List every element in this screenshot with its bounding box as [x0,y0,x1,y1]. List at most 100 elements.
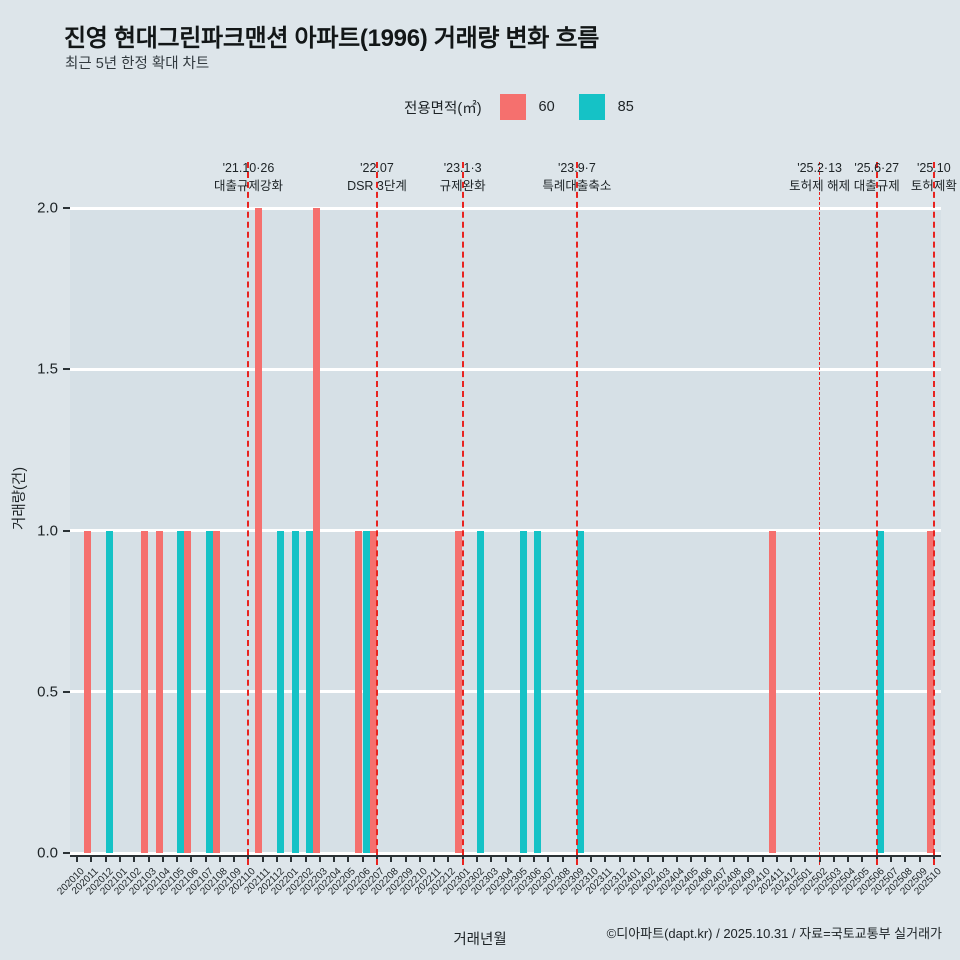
chart-legend: 전용면적(㎡) 60 85 [404,94,658,120]
x-tick-mark [304,855,307,862]
chart-footer: ©디아파트(dapt.kr) / 2025.10.31 / 자료=국토교통부 실… [606,926,942,941]
bar[interactable] [477,530,485,853]
x-tick-mark [861,855,864,862]
gridline [70,529,941,532]
x-tick-mark [104,855,107,862]
x-tick-mark [790,855,793,862]
x-tick-mark [832,855,835,862]
bar[interactable] [255,208,263,853]
x-tick-mark [704,855,707,862]
event-line [575,162,578,865]
x-tick-mark [647,855,650,862]
x-tick-mark [447,855,450,862]
x-tick-mark [133,855,136,862]
y-axis-title: 거래량(건) [12,466,28,530]
y-tick-mark [63,529,70,532]
x-tick-mark [761,855,764,862]
bar[interactable] [205,530,213,853]
x-tick-mark [475,855,478,862]
event-line [875,162,878,865]
bar[interactable] [212,530,220,853]
x-tick-mark [361,855,364,862]
x-tick-mark [561,855,564,862]
x-tick-mark [732,855,735,862]
plot-area [70,206,941,855]
bar[interactable] [277,530,285,853]
x-tick-mark [547,855,550,862]
gridline [70,690,941,694]
x-tick-mark [404,855,407,862]
x-tick-mark [718,855,721,862]
bar[interactable] [105,530,113,853]
bar[interactable] [84,530,92,853]
x-tick-mark [904,855,907,862]
x-tick-mark [290,855,293,862]
bar[interactable] [184,530,192,853]
bar[interactable] [369,530,377,853]
y-tick-mark [63,368,70,371]
event-annotation: '25.10 토허제확 [859,160,960,196]
bar[interactable] [769,530,777,853]
bar[interactable] [155,530,163,853]
x-tick-mark [633,855,635,862]
bar[interactable] [355,530,363,853]
bar[interactable] [534,530,542,853]
bar[interactable] [141,530,149,853]
bar[interactable] [877,530,885,853]
x-tick-mark [604,855,607,862]
legend-label-85: 85 [617,99,634,115]
x-tick-mark [518,855,521,862]
gridline [70,206,941,210]
legend-title: 전용면적(㎡) [404,100,482,117]
x-tick-mark [847,855,850,862]
bar[interactable] [291,530,299,853]
y-tick-label: 0.5 [37,683,58,701]
bar[interactable] [363,530,370,853]
legend-swatch-85[interactable] [578,94,605,120]
bar[interactable] [577,530,585,853]
bar[interactable] [520,530,528,853]
x-tick-mark [233,855,236,862]
bar[interactable] [312,208,320,853]
x-tick-mark [804,855,807,862]
bar[interactable] [926,530,934,853]
bar[interactable] [455,530,463,853]
x-tick-mark [118,855,121,862]
x-tick-mark [218,855,221,862]
y-tick-label: 0.0 [37,844,58,862]
x-axis-line [70,855,941,857]
x-tick-mark [190,855,193,862]
legend-label-60: 60 [538,99,555,115]
y-tick-mark [63,852,70,854]
y-tick-mark [63,690,70,693]
event-name-label: 토허제 해제 [789,178,851,193]
x-tick-mark [504,855,507,862]
x-tick-mark [590,855,593,862]
x-tick-mark [418,855,421,862]
event-annotation: '25.2·13 토허제 해제 [745,160,895,196]
x-tick-mark [318,855,321,862]
x-tick-mark [147,855,150,862]
chart-subtitle: 최근 5년 한정 확대 차트 [65,56,210,72]
gridline [70,851,941,855]
y-tick-mark [63,207,70,209]
x-tick-mark [747,855,750,862]
x-tick-mark [918,855,921,862]
x-tick-mark [176,855,179,862]
x-tick-mark [818,855,821,862]
event-line [932,162,935,865]
x-tick-mark [76,855,79,862]
x-tick-mark [347,855,350,862]
x-tick-mark [261,855,264,862]
x-tick-mark [675,855,678,862]
bar[interactable] [305,530,313,853]
event-date-label: '25.2·13 [797,161,843,175]
x-tick-mark [276,855,279,862]
event-line [375,162,378,865]
legend-swatch-60[interactable] [499,94,526,120]
x-tick-mark [433,855,436,862]
x-tick-mark [690,855,693,862]
x-tick-mark [490,855,493,862]
bar[interactable] [177,530,185,853]
y-tick-label: 2.0 [37,199,58,217]
